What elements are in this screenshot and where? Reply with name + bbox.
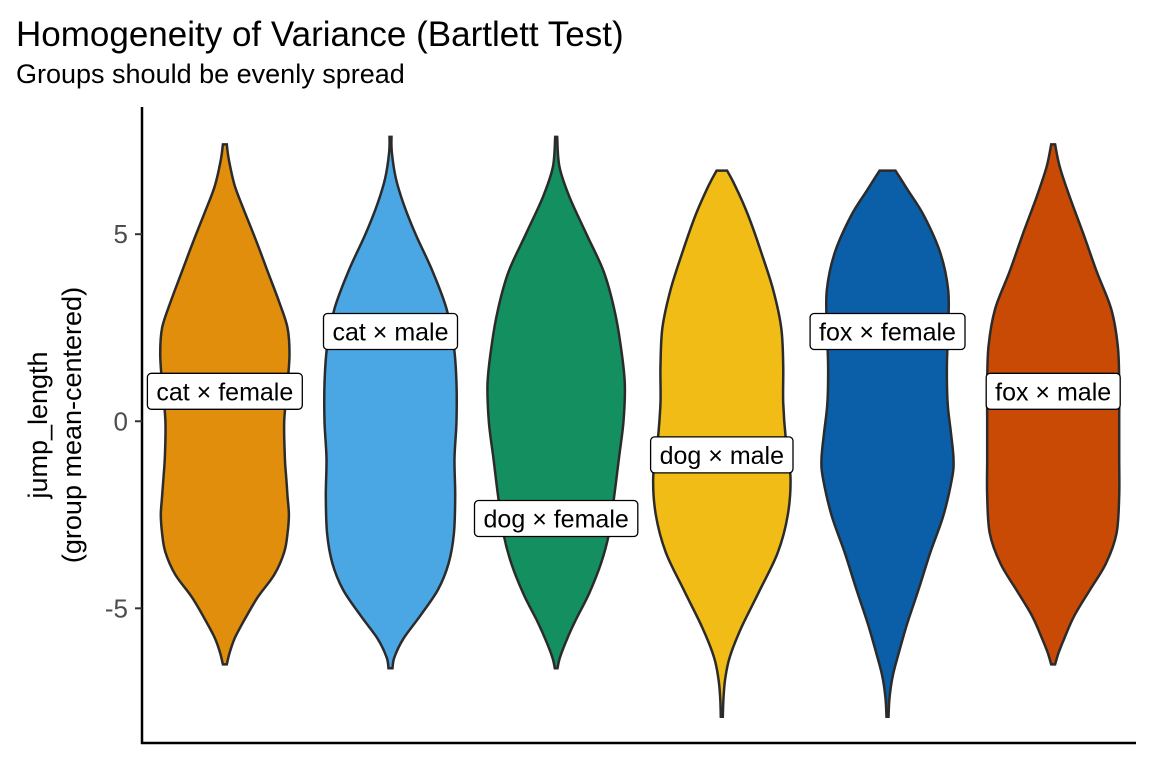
y-axis-title: jump_length (group mean-centered) [23,287,87,563]
group-label-cat-female: cat × female [146,372,303,410]
group-labels: cat × female cat × male dog × female dog × … [146,312,1121,538]
group-label-fox-female: fox × female [809,312,966,351]
y-axis-title-line: jump_length [23,351,53,499]
y-axis-title-line: (group mean-centered) [57,287,87,563]
label-box [649,436,794,474]
y-tick-label: -5 [105,593,128,623]
group-label-text: fox × male [995,378,1111,406]
violin-dog-female [486,135,627,670]
chart-subtitle: Groups should be evenly spread [16,59,405,89]
label-box [322,312,459,351]
group-label-cat-male: cat × male [322,312,459,351]
label-box [473,499,639,538]
y-tick-label: 0 [114,406,128,436]
group-label-dog-female: dog × female [473,499,639,538]
group-label-text: fox × female [819,318,956,346]
label-box [146,372,303,410]
violin-cat-male [322,135,459,670]
group-label-text: cat × female [156,378,293,406]
group-label-fox-male: fox × male [985,372,1121,410]
label-box [985,372,1121,410]
y-tick-label: 5 [114,219,128,249]
violins-layer [158,135,1121,719]
group-label-dog-male: dog × male [649,436,794,474]
chart-title: Homogeneity of Variance (Bartlett Test) [16,15,624,54]
violin-fox-female [820,169,955,719]
axes-layer [140,107,1136,745]
group-label-text: dog × female [484,506,629,534]
group-label-text: dog × male [660,442,784,470]
group-label-text: cat × male [332,318,448,346]
y-ticks: -5 0 5 [105,219,142,623]
label-box [809,312,966,351]
